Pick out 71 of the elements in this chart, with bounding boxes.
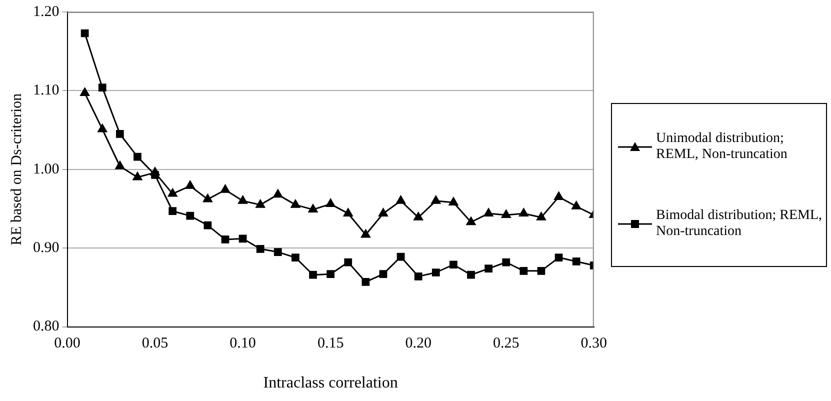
point	[256, 200, 265, 208]
y-tick-label: 1.10	[33, 82, 60, 99]
point	[467, 270, 475, 279]
point	[292, 254, 300, 262]
y-tick-label: 1.20	[33, 4, 60, 20]
point	[414, 272, 422, 280]
point	[396, 252, 405, 261]
point	[132, 172, 142, 180]
point	[396, 196, 406, 204]
point	[238, 196, 248, 204]
point	[537, 266, 546, 275]
point	[361, 229, 370, 238]
point	[326, 270, 334, 278]
point	[536, 212, 546, 220]
point	[80, 88, 90, 96]
point	[309, 270, 317, 279]
point	[98, 124, 108, 132]
point	[343, 208, 353, 216]
point	[256, 244, 264, 253]
y-axis-title: RE based on Ds-criterion	[8, 92, 25, 246]
legend-label: Bimodal distribution; REML, Non-truncation	[656, 208, 824, 240]
point	[203, 194, 212, 202]
point	[274, 248, 282, 256]
point	[431, 196, 441, 204]
point	[379, 270, 388, 278]
point	[448, 197, 458, 206]
point	[116, 130, 124, 138]
point	[290, 200, 300, 208]
point	[484, 264, 492, 272]
point	[432, 268, 440, 276]
point	[326, 198, 336, 208]
x-tick-label: 0.30	[580, 336, 607, 352]
y-tick-label: 1.00	[33, 161, 60, 178]
point	[186, 212, 194, 220]
legend-label: Unimodal distribution; REML, Non-truncation	[656, 130, 788, 162]
point	[484, 208, 494, 216]
point	[519, 208, 528, 216]
point	[378, 208, 388, 216]
point	[220, 184, 230, 193]
y-tick-label: 0.90	[33, 240, 60, 256]
point	[168, 207, 177, 216]
point	[501, 210, 511, 218]
point	[115, 161, 125, 170]
point	[450, 260, 458, 269]
point	[520, 266, 528, 275]
x-tick-label: 0.25	[492, 336, 520, 352]
x-tick-label: 0.10	[230, 336, 256, 352]
point	[134, 152, 142, 161]
point	[185, 180, 195, 189]
point	[466, 216, 476, 226]
y-tick-label: 0.80	[33, 318, 60, 335]
point	[238, 234, 247, 243]
point	[572, 201, 581, 210]
point	[204, 221, 212, 230]
point	[554, 254, 563, 262]
point	[414, 212, 423, 220]
point	[150, 167, 160, 176]
x-tick-label: 0.15	[317, 336, 344, 352]
x-tick-label: 0.05	[142, 336, 168, 352]
point	[273, 189, 283, 198]
point	[308, 204, 318, 213]
point	[362, 278, 370, 286]
point	[554, 192, 564, 200]
point	[572, 258, 580, 266]
point	[502, 258, 510, 266]
x-tick-label: 0.20	[405, 336, 432, 352]
x-tick-label: 0.00	[54, 336, 80, 352]
x-axis-title: Intraclass correlation	[263, 374, 398, 392]
point	[168, 188, 178, 197]
point	[344, 258, 352, 266]
point	[221, 236, 230, 244]
